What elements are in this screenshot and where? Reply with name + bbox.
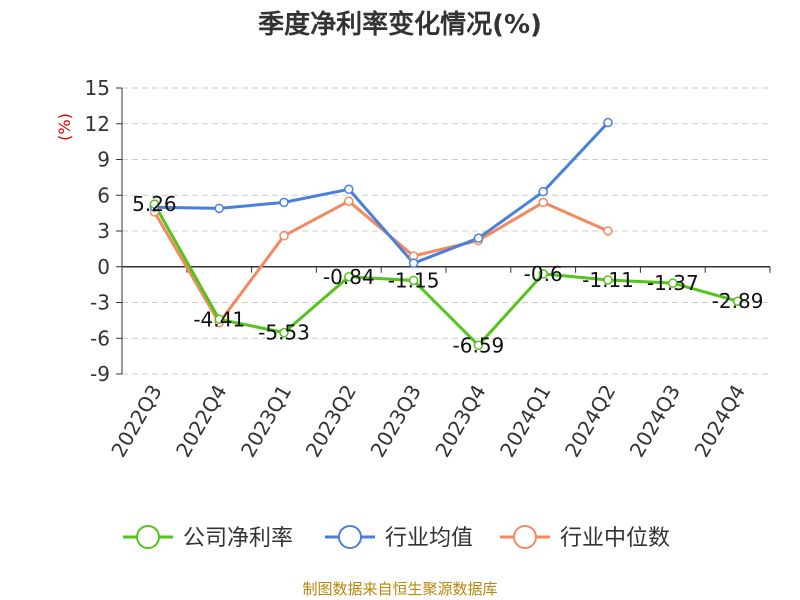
grid-lines: [122, 87, 770, 375]
source-text: 制图数据来自恒生聚源数据库: [302, 580, 497, 598]
series-line-2: [153, 199, 609, 325]
x-tick-label: 2023Q2: [301, 381, 361, 462]
x-tick-label: 2024Q2: [560, 381, 620, 462]
series-line-1: [154, 121, 610, 265]
data-point: [603, 226, 613, 236]
legend-marker: [513, 525, 537, 549]
y-tick-label: 9: [97, 148, 110, 172]
legend-label: 公司净利率: [183, 526, 293, 551]
data-label: -1.11: [582, 268, 634, 292]
y-tick-label: 15: [85, 76, 110, 100]
x-tick-label: 2023Q3: [365, 381, 425, 462]
data-point: [668, 278, 678, 288]
x-tick-label: 2024Q3: [625, 381, 685, 462]
data-labels: 5.26 -4.41 -5.53 -0.84 -1.15 -6.59 -0.6 -1.11 -1…: [132, 192, 763, 357]
data-point: [603, 275, 613, 285]
legend-item-0[interactable]: 公司净利率: [123, 525, 293, 551]
x-tick-label: 2022Q4: [171, 381, 231, 462]
series-line-0: [153, 203, 739, 347]
data-point: [214, 203, 224, 214]
data-label: -1.15: [388, 268, 440, 292]
data-point: [473, 233, 484, 243]
y-tick-label: -9: [90, 362, 110, 386]
legend-label: 行业均值: [385, 526, 473, 551]
y-axis-label: (%): [55, 113, 74, 141]
y-tick-label: -6: [90, 326, 110, 350]
data-label: -6.59: [453, 333, 505, 357]
legend-marker: [338, 525, 362, 549]
y-tick-label: 3: [97, 219, 110, 243]
chart-title: 季度净利率变化情况(%): [258, 9, 542, 40]
data-point: [408, 258, 419, 268]
legend-label: 行业中位数: [560, 526, 670, 551]
data-label: -5.53: [258, 321, 310, 345]
data-point: [279, 327, 289, 338]
x-tick-label: 2024Q1: [495, 381, 555, 462]
data-point: [279, 197, 289, 208]
data-point: [538, 269, 548, 279]
data-point: [473, 340, 484, 351]
data-point: [603, 117, 613, 128]
data-point: [344, 272, 354, 282]
x-tick-label: 2023Q1: [236, 381, 296, 462]
legend[interactable]: 公司净利率 行业均值 行业中位数: [123, 525, 670, 551]
data-point: [538, 197, 548, 208]
data-label: 5.26: [132, 192, 177, 216]
y-tick-label: -3: [90, 291, 110, 315]
x-tick-label: 2024Q4: [689, 381, 749, 462]
data-point: [149, 199, 160, 209]
series-lines: [153, 121, 739, 347]
data-point: [214, 314, 224, 325]
x-tick-label: 2023Q4: [430, 381, 490, 462]
y-tick-label: 0: [97, 255, 110, 279]
data-point: [344, 184, 354, 195]
data-point: [279, 231, 289, 241]
legend-marker: [136, 525, 160, 549]
data-point: [732, 296, 743, 306]
y-tick-label: 6: [97, 183, 110, 207]
data-point: [408, 275, 419, 286]
data-point: [538, 186, 548, 197]
data-label: -1.37: [647, 271, 699, 295]
x-tick-label: 2022Q3: [106, 381, 166, 462]
data-label: -4.41: [193, 307, 245, 331]
data-point: [344, 196, 354, 206]
legend-item-2[interactable]: 行业中位数: [500, 525, 670, 551]
legend-item-1[interactable]: 行业均值: [325, 525, 473, 551]
series-points: [149, 117, 743, 351]
data-label: -0.6: [524, 262, 563, 286]
data-label: -2.89: [712, 289, 764, 313]
data-label: -0.84: [323, 265, 375, 289]
y-tick-label: 12: [85, 112, 110, 136]
